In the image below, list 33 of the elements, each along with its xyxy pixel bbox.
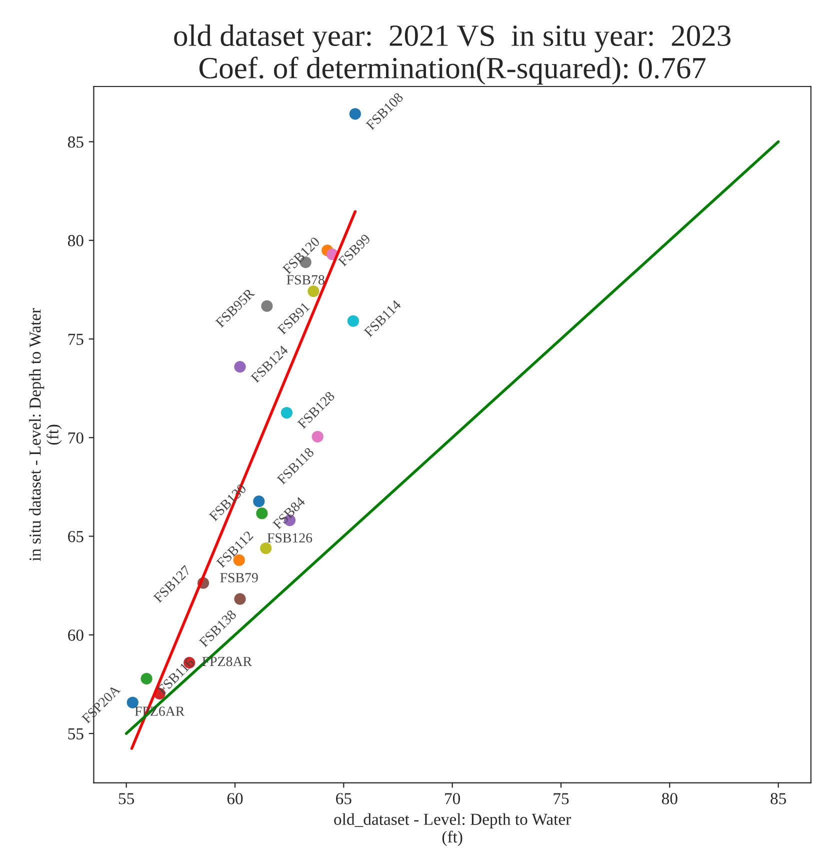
y-tick-label: 75: [68, 334, 84, 345]
point: [253, 496, 265, 508]
point: [234, 593, 246, 605]
y-tick-label: 80: [68, 235, 84, 246]
y-tick-label: 70: [68, 432, 84, 444]
x-tick-label: 70: [445, 793, 460, 804]
x-tick-label: 85: [770, 793, 786, 804]
point: [260, 542, 272, 554]
point: [280, 406, 293, 419]
point: [256, 508, 268, 520]
x-axis-title: old_dataset - Level: Depth to Water (ft): [334, 813, 571, 846]
point: [140, 672, 152, 684]
x-tick-label: 60: [227, 793, 243, 804]
annotation: FSB78: [286, 275, 324, 285]
y-tick-label: 55: [68, 728, 84, 740]
chart-title: old dataset year: 2021 VS in situ year: 2023 Coef. of determination(R-squared): 0.767: [174, 24, 730, 85]
point: [349, 108, 361, 120]
annotation: FSB79: [220, 573, 258, 582]
point: [261, 300, 273, 312]
y-tick-label: 60: [68, 630, 84, 641]
point: [308, 285, 320, 298]
annotation: FSB126: [267, 533, 312, 543]
x-tick-label: 80: [662, 793, 678, 804]
point: [312, 430, 324, 442]
point: [234, 360, 246, 373]
y-axis-title: in situ dataset - Level: Depth to Water (ft): [29, 308, 62, 562]
y-tick-label: 85: [68, 136, 84, 148]
x-tick-label: 55: [118, 793, 134, 804]
point: [126, 696, 138, 708]
x-tick-label: 65: [336, 793, 352, 804]
y-tick-label: 65: [68, 530, 84, 542]
x-tick-label: 75: [554, 793, 569, 804]
point: [347, 315, 360, 327]
